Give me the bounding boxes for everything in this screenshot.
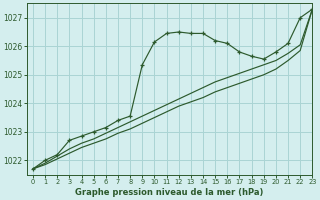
X-axis label: Graphe pression niveau de la mer (hPa): Graphe pression niveau de la mer (hPa): [76, 188, 264, 197]
